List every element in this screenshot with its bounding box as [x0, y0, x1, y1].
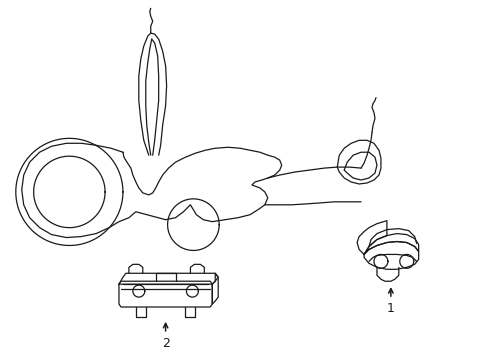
Text: 1: 1 — [386, 302, 394, 315]
Text: 2: 2 — [162, 337, 169, 350]
